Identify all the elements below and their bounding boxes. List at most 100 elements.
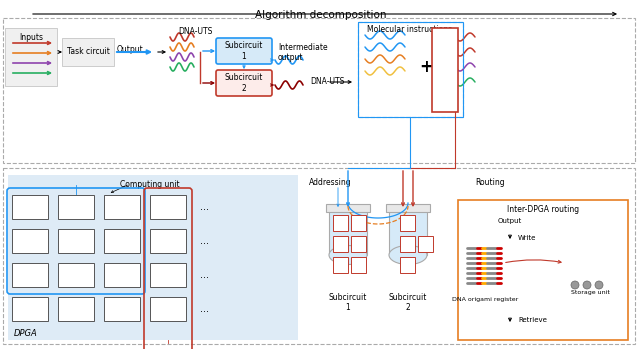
Bar: [351, 236, 366, 252]
Text: 08: 08: [354, 242, 362, 246]
Bar: [12, 263, 48, 287]
Text: Addressing: Addressing: [309, 178, 351, 187]
Text: 15: 15: [163, 266, 173, 275]
Text: Inter-DPGA routing: Inter-DPGA routing: [507, 205, 579, 214]
Text: 02: 02: [354, 221, 363, 225]
Text: Subcircuit
1: Subcircuit 1: [225, 41, 263, 61]
Bar: [58, 297, 94, 321]
Bar: [333, 215, 348, 231]
Bar: [150, 195, 186, 219]
Text: Intermediate
output: Intermediate output: [278, 43, 327, 62]
Text: AND: AND: [67, 242, 85, 251]
Bar: [389, 210, 427, 255]
Text: 18: 18: [25, 299, 35, 309]
Bar: [3, 18, 635, 163]
Text: AND: AND: [160, 242, 177, 251]
Bar: [58, 263, 94, 287]
Text: DPGA: DPGA: [14, 329, 38, 338]
Text: Subcircuit
2: Subcircuit 2: [225, 73, 263, 93]
Bar: [432, 28, 458, 112]
Text: 08: 08: [117, 231, 127, 240]
Text: 15: 15: [404, 242, 412, 246]
Ellipse shape: [389, 245, 427, 265]
Text: 12: 12: [25, 266, 35, 275]
Circle shape: [583, 281, 591, 289]
Bar: [12, 229, 48, 253]
Bar: [333, 236, 348, 252]
Text: ...: ...: [200, 270, 209, 280]
Text: 01: 01: [71, 198, 81, 207]
Text: 21: 21: [163, 299, 173, 309]
Bar: [58, 229, 94, 253]
Text: Subcircuit
2: Subcircuit 2: [389, 293, 427, 312]
Bar: [8, 175, 298, 340]
Bar: [351, 257, 366, 273]
Text: 19: 19: [71, 299, 81, 309]
Text: Write: Write: [518, 235, 536, 241]
Text: Routing: Routing: [475, 178, 505, 187]
Bar: [5, 28, 57, 86]
Text: Task circuit: Task circuit: [67, 47, 109, 57]
Text: Inputs: Inputs: [19, 33, 43, 42]
Bar: [12, 297, 48, 321]
Text: DNA-UTS: DNA-UTS: [310, 77, 344, 87]
Text: NOT: NOT: [114, 275, 130, 284]
Bar: [400, 215, 415, 231]
FancyBboxPatch shape: [216, 70, 272, 96]
Bar: [58, 195, 94, 219]
Text: XOR: XOR: [22, 310, 38, 319]
Bar: [333, 257, 348, 273]
Text: 14: 14: [117, 266, 127, 275]
Text: 21: 21: [404, 262, 412, 267]
Text: 02: 02: [117, 198, 127, 207]
Bar: [104, 297, 140, 321]
Bar: [150, 229, 186, 253]
Text: OR: OR: [162, 208, 173, 216]
Bar: [104, 229, 140, 253]
Circle shape: [595, 281, 603, 289]
Text: DNA-UTS: DNA-UTS: [178, 27, 213, 36]
Bar: [150, 297, 186, 321]
Text: 07: 07: [336, 242, 345, 246]
Bar: [458, 200, 628, 340]
Bar: [326, 204, 370, 212]
Text: 06: 06: [25, 231, 35, 240]
Text: OR: OR: [24, 208, 35, 216]
Text: OR: OR: [71, 208, 82, 216]
Bar: [12, 195, 48, 219]
Text: +: +: [419, 58, 433, 76]
Text: Output: Output: [117, 45, 144, 53]
Text: XOR: XOR: [68, 310, 84, 319]
Text: Storage unit: Storage unit: [571, 290, 609, 295]
Circle shape: [571, 281, 579, 289]
Text: 13: 13: [71, 266, 81, 275]
Bar: [358, 22, 463, 117]
Text: XOR: XOR: [114, 310, 130, 319]
Text: DNA origami register: DNA origami register: [452, 297, 518, 302]
Text: XOR: XOR: [160, 310, 176, 319]
Text: 20: 20: [117, 299, 127, 309]
Text: 07: 07: [71, 231, 81, 240]
Bar: [400, 257, 415, 273]
Text: ...: ...: [200, 304, 209, 314]
Text: AND: AND: [22, 242, 39, 251]
Text: AND: AND: [114, 242, 130, 251]
Text: ...: ...: [200, 202, 209, 212]
Text: 03: 03: [336, 262, 345, 267]
Bar: [351, 215, 366, 231]
Text: NOT: NOT: [68, 275, 84, 284]
Bar: [329, 210, 367, 255]
Text: ...: ...: [200, 236, 209, 246]
Text: Molecular instructions: Molecular instructions: [367, 25, 453, 34]
Text: 09: 09: [354, 262, 363, 267]
Bar: [62, 38, 114, 66]
Bar: [386, 204, 430, 212]
Text: 03: 03: [404, 221, 412, 225]
Text: Computing unit: Computing unit: [120, 180, 180, 189]
Text: 03: 03: [163, 198, 173, 207]
Text: Retrieve: Retrieve: [518, 317, 547, 323]
Text: Algorithm decomposition: Algorithm decomposition: [256, 10, 386, 20]
Bar: [3, 18, 635, 163]
Text: 09: 09: [422, 242, 429, 246]
Text: 01: 01: [336, 221, 344, 225]
